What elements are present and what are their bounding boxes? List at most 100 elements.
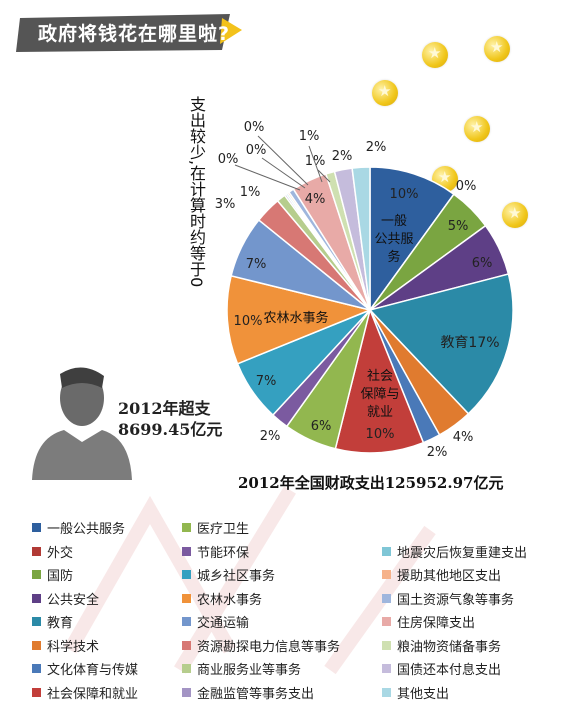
slice-label-3: 6%	[472, 256, 493, 271]
legend-swatch	[382, 640, 391, 650]
legend-item: 农林水事务	[182, 588, 382, 610]
legend-swatch	[32, 664, 41, 674]
legend-item: 国防	[32, 564, 182, 586]
legend-label: 城乡社区事务	[197, 569, 276, 585]
slice-label-12: 7%	[246, 257, 267, 272]
legend-swatch	[382, 617, 391, 627]
legend-label: 地震灾后恢复重建支出	[397, 545, 528, 561]
legend-item: 科学技术	[32, 635, 182, 657]
legend-swatch	[182, 617, 191, 627]
legend-swatch	[32, 593, 41, 603]
overspend-note: 2012年超支 8699.45亿元	[118, 398, 222, 440]
legend-item	[382, 517, 562, 539]
legend-label: 资源勘探电力信息等事务	[197, 639, 341, 655]
legend-item: 社会保障和就业	[32, 682, 182, 704]
legend-swatch	[32, 546, 41, 556]
legend-swatch	[32, 523, 41, 533]
pie-slice-22	[351, 166, 371, 311]
legend-item: 其他支出	[382, 682, 562, 704]
coin-icon	[484, 36, 510, 62]
legend-item: 教育	[32, 611, 182, 633]
slice-label-13: 3%	[215, 197, 236, 212]
legend-item: 公共安全	[32, 588, 182, 610]
slice-inner-label-11: 农林水事务	[263, 310, 328, 326]
legend-item: 外交	[32, 541, 182, 563]
coin-icon	[464, 116, 490, 142]
legend-swatch	[382, 664, 391, 674]
legend-label: 援助其他地区支出	[397, 569, 502, 585]
legend-item: 国债还本付息支出	[382, 658, 562, 680]
legend-label: 国土资源气象等事务	[397, 592, 515, 608]
legend-label: 公共安全	[47, 592, 100, 608]
legend-swatch	[32, 617, 41, 627]
legend-item: 住房保障支出	[382, 611, 562, 633]
pie-slice-11	[226, 274, 373, 365]
slice-label-0: 10%	[390, 187, 419, 202]
legend-swatch	[382, 687, 391, 697]
legend-swatch	[182, 570, 191, 580]
legend-item: 城乡社区事务	[182, 564, 382, 586]
legend-item: 文化体育与传媒	[32, 658, 182, 680]
chart-legend: 一般公共服务 医疗卫生 外交 节能环保 地震灾后恢复重建支出国防 城乡社区事务 援助其他地区…	[32, 517, 562, 703]
legend-item: 国土资源气象等事务	[382, 588, 562, 610]
coin-icon	[422, 42, 448, 68]
coins-decoration	[360, 34, 550, 234]
slice-label-15: 0%	[218, 152, 239, 167]
legend-item: 地震灾后恢复重建支出	[382, 541, 562, 563]
legend-label: 农林水事务	[197, 592, 263, 608]
slice-label-10: 7%	[256, 374, 277, 389]
legend-swatch	[382, 570, 391, 580]
legend-item: 金融监管等事务支出	[182, 682, 382, 704]
slice-label-22: 2%	[366, 140, 387, 155]
slice-label-9: 2%	[260, 429, 281, 444]
leader-line	[234, 164, 301, 191]
legend-label: 国防	[47, 569, 74, 585]
legend-swatch	[182, 546, 191, 556]
header-banner: 政府将钱花在哪里啦?	[16, 12, 244, 56]
leader-line	[317, 169, 331, 183]
leader-line	[261, 157, 306, 189]
slice-label-2: 5%	[448, 219, 469, 234]
slice-inner-label-7: 社会	[367, 368, 393, 384]
legend-swatch	[182, 523, 191, 533]
legend-label: 国债还本付息支出	[397, 663, 502, 679]
slice-inner-label-7: 保障与	[360, 387, 399, 402]
pie-slice-0	[369, 166, 455, 313]
slice-label-18: 1%	[299, 129, 320, 144]
slice-label-6: 2%	[427, 445, 448, 460]
legend-swatch	[382, 593, 391, 603]
slice-inner-label-7: 就业	[367, 405, 393, 420]
legend-item: 粮油物资储备事务	[382, 635, 562, 657]
leader-line	[257, 135, 309, 186]
slice-label-4: 教育17%	[440, 335, 499, 351]
overspend-line1: 2012年超支	[118, 399, 211, 418]
slice-label-16: 0%	[246, 143, 267, 158]
legend-swatch	[182, 687, 191, 697]
slice-inner-label-0: 务	[387, 249, 400, 265]
legend-label: 金融监管等事务支出	[197, 686, 315, 702]
pie-slice-7	[334, 307, 425, 454]
legend-label: 节能环保	[197, 545, 250, 561]
coin-icon	[502, 202, 528, 228]
legend-label: 住房保障支出	[397, 616, 476, 632]
legend-item: 节能环保	[182, 541, 382, 563]
coin-icon	[372, 80, 398, 106]
slice-label-5: 4%	[453, 430, 474, 445]
slice-label-19: 4%	[305, 192, 326, 207]
page-title: 政府将钱花在哪里啦?	[38, 23, 231, 45]
legend-item: 交通运输	[182, 611, 382, 633]
header-banner-shape	[16, 14, 242, 52]
legend-item: 资源勘探电力信息等事务	[182, 635, 382, 657]
person-silhouette	[32, 367, 132, 480]
legend-item: 商业服务业等事务	[182, 658, 382, 680]
slice-label-7: 10%	[366, 427, 395, 442]
legend-label: 商业服务业等事务	[197, 663, 302, 679]
total-spending-label: 2012年全国财政支出125952.97亿元	[238, 474, 504, 492]
legend-label: 一般公共服务	[47, 522, 126, 538]
slice-label-8: 6%	[311, 419, 332, 434]
legend-label: 医疗卫生	[197, 522, 250, 538]
pie-slice-4	[368, 273, 514, 415]
legend-item: 援助其他地区支出	[382, 564, 562, 586]
overspend-line2: 8699.45亿元	[118, 420, 223, 439]
legend-label: 交通运输	[197, 616, 250, 632]
